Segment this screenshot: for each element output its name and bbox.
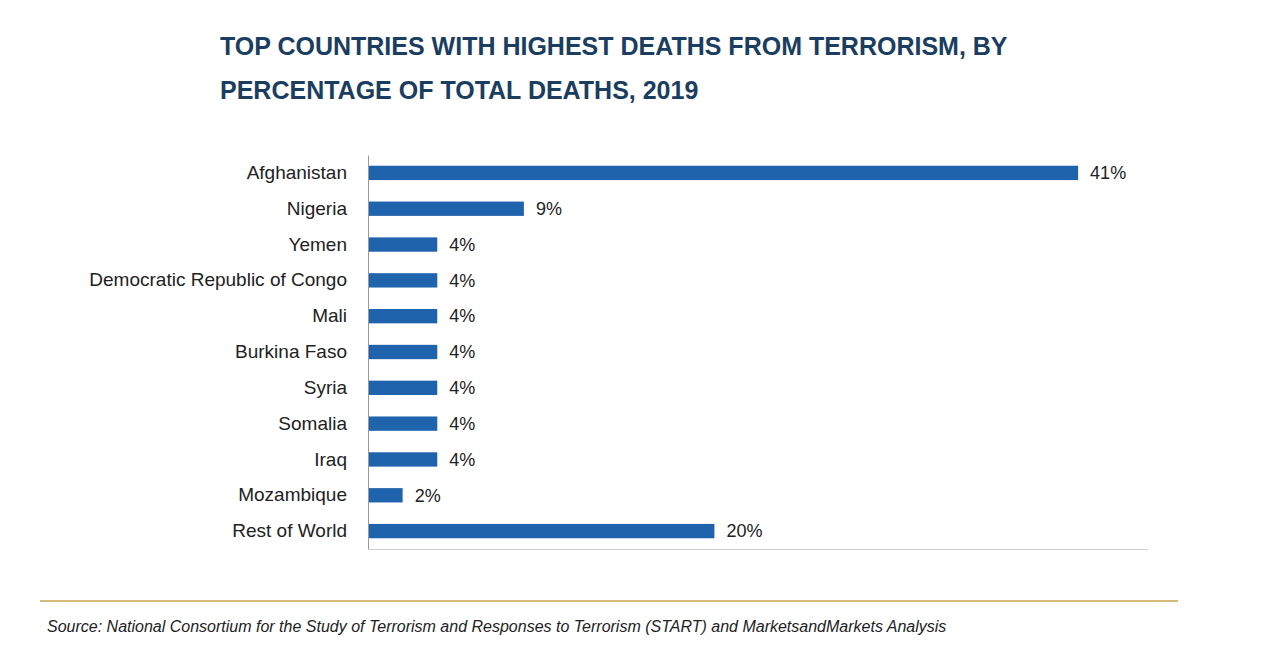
data-label: 4% — [449, 271, 475, 291]
tick-label: Yemen — [289, 234, 347, 255]
tick: Burkina Faso — [235, 341, 368, 362]
tick: Yemen — [289, 234, 368, 255]
bar — [368, 488, 403, 502]
bar — [368, 452, 437, 466]
y-axis: Afghanistan Nigeria Yemen Democratic Republ… — [89, 156, 368, 550]
source: Source: National Consortium for the Stud… — [47, 618, 946, 635]
tick-label: Iraq — [314, 449, 347, 470]
tick-label: Somalia — [278, 413, 347, 434]
bar — [368, 524, 714, 538]
tick: Somalia — [278, 413, 368, 434]
tick-label: Burkina Faso — [235, 341, 347, 362]
tick: Mali — [312, 305, 368, 326]
tick: Iraq — [314, 449, 368, 470]
source-rule — [40, 600, 1178, 602]
bars — [368, 166, 1078, 539]
bar — [368, 202, 524, 216]
chart: TOP COUNTRIES WITH HIGHEST DEATHS FROM T… — [0, 0, 1280, 670]
title: TOP COUNTRIES WITH HIGHEST DEATHS FROM T… — [220, 32, 1008, 104]
tick: Democratic Republic of Congo — [89, 269, 368, 290]
tick-label: Nigeria — [287, 198, 348, 219]
data-label: 9% — [536, 199, 562, 219]
data-label: 20% — [726, 521, 762, 541]
bar — [368, 345, 437, 359]
y-axis-line — [368, 156, 369, 550]
tick-label: Democratic Republic of Congo — [89, 269, 347, 290]
bar — [368, 273, 437, 287]
data-label: 4% — [449, 342, 475, 362]
data-label: 4% — [449, 450, 475, 470]
bar — [368, 166, 1078, 180]
tick-label: Mozambique — [238, 484, 347, 505]
tick: Mozambique — [238, 484, 368, 505]
tick: Nigeria — [287, 198, 368, 219]
x-axis-line — [369, 549, 1148, 550]
tick-label: Syria — [304, 377, 348, 398]
tick-label: Rest of World — [232, 520, 347, 541]
data-label: 2% — [415, 486, 441, 506]
data-label: 4% — [449, 414, 475, 434]
tick: Afghanistan — [247, 162, 368, 183]
data-labels: 41% 9% 4% 4% 4% 4% 4% 4% 4% 2% 20% — [415, 163, 1127, 541]
tick-label: Mali — [312, 305, 347, 326]
data-label: 4% — [449, 306, 475, 326]
data-label: 41% — [1090, 163, 1126, 183]
x-axis — [369, 549, 1148, 550]
tick: Rest of World — [232, 520, 368, 541]
bar — [368, 381, 437, 395]
bar — [368, 237, 437, 251]
tick-label: Afghanistan — [247, 162, 347, 183]
tick: Syria — [304, 377, 368, 398]
data-label: 4% — [449, 235, 475, 255]
bar — [368, 416, 437, 430]
data-label: 4% — [449, 378, 475, 398]
bar — [368, 309, 437, 323]
